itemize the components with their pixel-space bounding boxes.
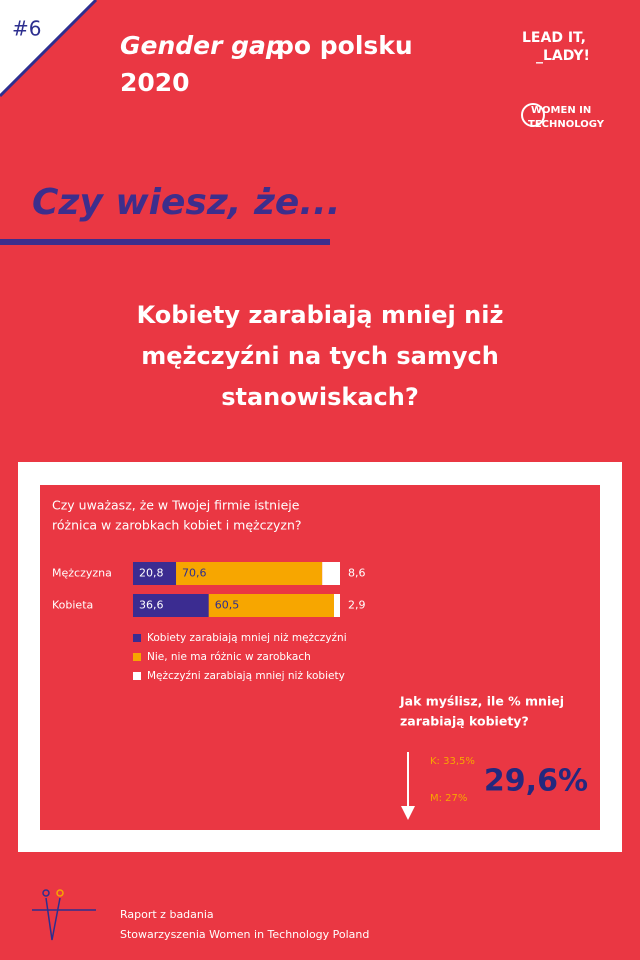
callout-question: Jak myślisz, ile % mniej [399, 694, 564, 709]
bar-segment [322, 562, 340, 585]
value-label: 8,6 [348, 567, 366, 580]
value-label: 20,8 [139, 567, 164, 580]
category-label: Kobieta [52, 599, 93, 612]
logo-text: _LADY! [536, 48, 590, 64]
legend-swatch [133, 672, 141, 680]
legend-label: Nie, nie ma różnic w zarobkach [147, 651, 311, 663]
logo-text: WOMEN IN [531, 105, 591, 116]
title-italic: Gender gap [120, 31, 284, 60]
question: stanowiskach? [221, 383, 419, 411]
bar-segment [133, 562, 177, 585]
bar-segment [133, 594, 209, 617]
footer-logo [32, 889, 96, 941]
legend-label: Mężczyźni zarabiają mniej niż kobiety [147, 670, 345, 682]
legend-swatch [133, 653, 141, 661]
chart-title: Czy uważasz, że w Twojej firmie istnieje [52, 498, 300, 513]
callout-question: zarabiają kobiety? [400, 714, 529, 729]
category-label: Mężczyzna [52, 567, 112, 580]
value-label: 70,6 [182, 567, 207, 580]
value-label: 36,6 [139, 599, 164, 612]
question: mężczyźni na tych samych [141, 342, 499, 370]
bar-segment [176, 562, 323, 585]
arrowhead [401, 806, 415, 820]
chart-title: różnica w zarobkach kobiet i mężczyzn? [52, 518, 302, 533]
bar-chart: Mężczyzna 20,8 70,6 8,6 Kobieta 36,6 60,5 2,9 Ko… [52, 562, 366, 682]
bar-segment [208, 594, 334, 617]
legend-swatch [133, 634, 141, 642]
intro: Czy wiesz, że... [32, 182, 340, 223]
question: Kobiety zarabiają mniej niż [137, 301, 504, 329]
title-rest: po polsku [276, 31, 413, 60]
corner-edge [0, 0, 98, 98]
badge: #6 [12, 17, 41, 41]
footer-text: Stowarzyszenia Women in Technology Polan… [120, 928, 369, 941]
logo-circle [521, 103, 545, 127]
callout-actual: 29,6% [484, 764, 588, 799]
bar-segment [333, 594, 340, 617]
logo-text: TECHNOLOGY [528, 119, 605, 130]
footer-text: Raport z badania [120, 908, 214, 921]
value-label: 60,5 [215, 599, 240, 612]
callout-men: M: 27% [430, 793, 467, 804]
divider [0, 239, 330, 245]
title-year: 2020 [120, 68, 190, 97]
value-label: 2,9 [348, 599, 366, 612]
callout-women: K: 33,5% [430, 756, 475, 767]
legend-label: Kobiety zarabiają mniej niż mężczyźni [147, 632, 347, 644]
logo-text: LEAD IT, [522, 30, 586, 46]
